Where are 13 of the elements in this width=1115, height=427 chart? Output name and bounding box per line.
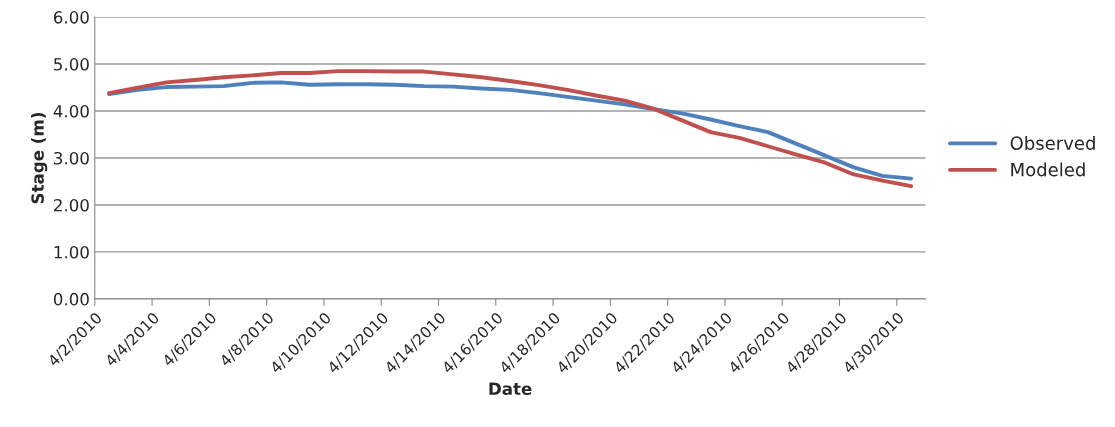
y-tick-label: 4.00	[53, 104, 89, 118]
x-axis-title: Date	[489, 382, 532, 396]
y-axis-title: Stage (m)	[31, 112, 48, 204]
y-tick-label: 1.00	[54, 245, 89, 259]
y-tick-label: 3.00	[54, 151, 89, 165]
legend-label: Observed	[1010, 136, 1095, 150]
line-series	[107, 69, 914, 189]
line-series	[107, 80, 914, 181]
y-tick-label: 5.00	[54, 58, 89, 71]
legend-label: Modeled	[1011, 162, 1085, 177]
y-tick-label: 0.00	[53, 292, 89, 306]
y-tick-label: 2.00	[54, 198, 89, 212]
y-tick-label: 6.00	[53, 11, 89, 24]
